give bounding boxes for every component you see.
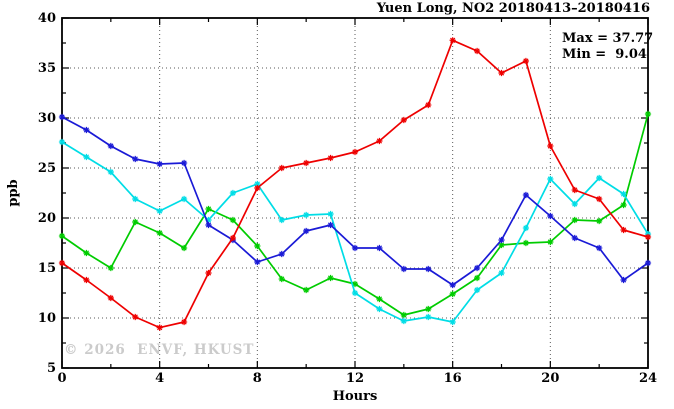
x-tick-label: 4 bbox=[155, 371, 165, 386]
x-axis-label: Hours bbox=[332, 389, 378, 404]
y-tick-label: 15 bbox=[37, 260, 56, 276]
max-value-label: Max = 37.77 bbox=[562, 31, 654, 46]
x-tick-label: 16 bbox=[443, 371, 462, 386]
watermark: © 2026 ENVF, HKUST bbox=[64, 342, 255, 358]
cyan-line-markers bbox=[58, 138, 652, 326]
green-line-markers bbox=[58, 110, 652, 319]
y-tick-label: 40 bbox=[37, 10, 56, 26]
y-tick-label: 20 bbox=[37, 210, 56, 226]
blue-line-markers bbox=[58, 113, 652, 289]
y-tick-label: 30 bbox=[37, 110, 56, 126]
y-tick-label: 35 bbox=[37, 60, 56, 76]
x-tick-label: 24 bbox=[638, 371, 658, 386]
y-tick-label: 5 bbox=[46, 360, 56, 376]
y-tick-label: 25 bbox=[37, 160, 56, 176]
y-tick-label: 10 bbox=[37, 310, 56, 326]
plot-frame bbox=[61, 17, 649, 369]
x-tick-label: 0 bbox=[57, 371, 67, 386]
x-tick-label: 20 bbox=[541, 371, 560, 386]
chart-title: Yuen Long, NO2 20180413–20180416 bbox=[376, 1, 650, 16]
x-tick-label: 8 bbox=[252, 371, 262, 386]
min-value-label: Min = 9.04 bbox=[562, 47, 647, 62]
x-tick-label: 12 bbox=[345, 371, 365, 386]
red-line-markers bbox=[58, 37, 652, 331]
y-axis-label: ppb bbox=[6, 179, 21, 207]
